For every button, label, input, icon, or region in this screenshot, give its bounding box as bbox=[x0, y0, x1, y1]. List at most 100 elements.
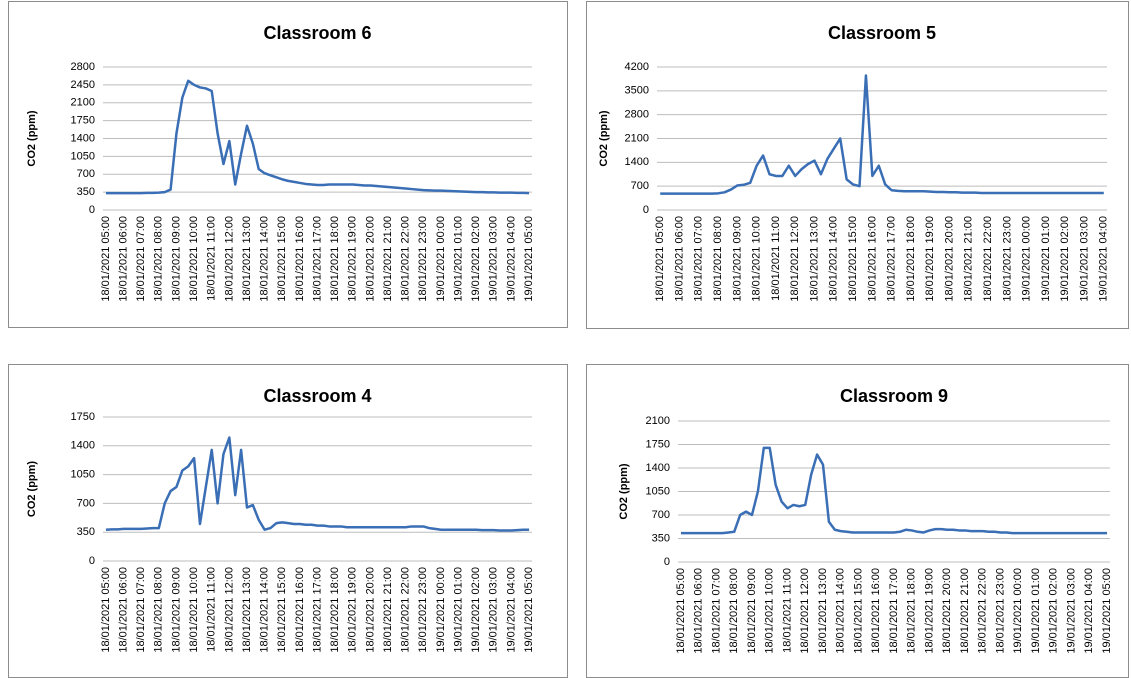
y-tick-label: 2100 bbox=[71, 97, 95, 109]
chart-title: Classroom 9 bbox=[840, 386, 948, 406]
x-tick-label: 18/01/2021 19:00 bbox=[347, 567, 359, 653]
x-tick-label: 18/01/2021 12:00 bbox=[223, 567, 235, 653]
x-tick-label: 18/01/2021 16:00 bbox=[866, 216, 878, 302]
line-series bbox=[105, 79, 530, 195]
x-tick-label: 18/01/2021 14:00 bbox=[259, 567, 271, 653]
x-tick-label: 18/01/2021 22:00 bbox=[400, 216, 412, 302]
x-tick-label: 18/01/2021 05:00 bbox=[100, 567, 112, 653]
x-tick-label: 18/01/2021 19:00 bbox=[923, 568, 935, 654]
y-tick-label: 700 bbox=[77, 497, 95, 509]
x-tick-label: 18/01/2021 07:00 bbox=[693, 216, 705, 302]
x-tick-label: 18/01/2021 23:00 bbox=[417, 567, 429, 653]
x-tick-label: 18/01/2021 19:00 bbox=[924, 216, 936, 302]
x-tick-label: 18/01/2021 11:00 bbox=[206, 216, 218, 301]
y-tick-label: 3500 bbox=[625, 85, 649, 97]
x-tick-label: 18/01/2021 08:00 bbox=[153, 216, 165, 302]
x-tick-label: 19/01/2021 03:00 bbox=[1065, 568, 1077, 654]
y-tick-label: 700 bbox=[631, 180, 649, 192]
x-tick-label: 18/01/2021 13:00 bbox=[241, 567, 253, 653]
x-tick-label: 18/01/2021 08:00 bbox=[712, 216, 724, 302]
x-tick-label: 18/01/2021 07:00 bbox=[135, 567, 147, 653]
x-tick-label: 19/01/2021 05:00 bbox=[523, 216, 535, 302]
x-tick-label: 18/01/2021 15:00 bbox=[852, 568, 864, 654]
y-tick-label: 1400 bbox=[71, 132, 95, 144]
x-tick-label: 18/01/2021 13:00 bbox=[241, 216, 253, 302]
x-tick-label: 19/01/2021 03:00 bbox=[1078, 216, 1090, 302]
x-tick-label: 18/01/2021 18:00 bbox=[329, 216, 341, 302]
x-tick-label: 18/01/2021 16:00 bbox=[870, 568, 882, 654]
x-tick-label: 18/01/2021 12:00 bbox=[799, 568, 811, 654]
x-tick-label: 18/01/2021 20:00 bbox=[364, 567, 376, 653]
y-axis-title: CO2 (ppm) bbox=[618, 463, 630, 520]
x-tick-label: 18/01/2021 16:00 bbox=[294, 567, 306, 653]
x-tick-label: 18/01/2021 07:00 bbox=[135, 216, 147, 302]
chart-panel: Classroom 4 CO2 (ppm) 0 350 700 1050 1400 1750 1… bbox=[8, 364, 568, 678]
x-tick-label: 18/01/2021 15:00 bbox=[276, 567, 288, 653]
y-tick-label: 1750 bbox=[646, 438, 670, 450]
x-tick-label: 19/01/2021 00:00 bbox=[1012, 568, 1024, 654]
x-tick-label: 19/01/2021 02:00 bbox=[1048, 568, 1060, 654]
x-tick-label: 18/01/2021 09:00 bbox=[731, 216, 743, 302]
chart-panel: Classroom 9 CO2 (ppm) 0 350 700 1050 1400 1750 2… bbox=[586, 364, 1129, 678]
y-tick-label: 0 bbox=[664, 556, 670, 568]
y-tick-label: 1750 bbox=[71, 115, 95, 127]
x-tick-label: 18/01/2021 06:00 bbox=[117, 216, 129, 302]
x-tick-label: 18/01/2021 21:00 bbox=[382, 567, 394, 653]
x-tick-label: 19/01/2021 02:00 bbox=[1059, 216, 1071, 302]
x-tick-label: 18/01/2021 18:00 bbox=[906, 568, 918, 654]
x-tick-label: 18/01/2021 21:00 bbox=[963, 216, 975, 302]
x-tick-label: 19/01/2021 04:00 bbox=[505, 216, 517, 302]
x-tick-label: 18/01/2021 09:00 bbox=[746, 568, 758, 654]
y-axis-title: CO2 (ppm) bbox=[598, 110, 610, 167]
x-tick-label: 19/01/2021 02:00 bbox=[470, 567, 482, 653]
x-tick-label: 18/01/2021 10:00 bbox=[764, 568, 776, 654]
x-tick-label: 18/01/2021 23:00 bbox=[994, 568, 1006, 654]
x-tick-label: 18/01/2021 23:00 bbox=[1001, 216, 1013, 302]
y-tick-label: 0 bbox=[89, 555, 95, 567]
x-tick-label: 18/01/2021 13:00 bbox=[817, 568, 829, 654]
x-tick-label: 18/01/2021 09:00 bbox=[170, 567, 182, 653]
y-tick-label: 1400 bbox=[71, 440, 95, 452]
x-tick-label: 18/01/2021 10:00 bbox=[188, 567, 200, 653]
panel-frame bbox=[586, 1, 1129, 329]
x-tick-label: 18/01/2021 22:00 bbox=[982, 216, 994, 302]
x-tick-label: 19/01/2021 03:00 bbox=[488, 567, 500, 653]
x-tick-label: 19/01/2021 05:00 bbox=[523, 567, 535, 653]
x-tick-label: 19/01/2021 04:00 bbox=[505, 567, 517, 653]
x-tick-label: 19/01/2021 01:00 bbox=[1030, 568, 1042, 654]
x-tick-label: 19/01/2021 00:00 bbox=[435, 216, 447, 302]
y-axis-title: CO2 (ppm) bbox=[26, 461, 38, 518]
x-tick-label: 18/01/2021 11:00 bbox=[206, 567, 218, 652]
x-tick-label: 18/01/2021 08:00 bbox=[153, 567, 165, 653]
x-tick-label: 18/01/2021 14:00 bbox=[259, 216, 271, 302]
x-tick-label: 19/01/2021 05:00 bbox=[1101, 568, 1113, 654]
x-tick-label: 18/01/2021 17:00 bbox=[311, 567, 323, 653]
y-tick-label: 2100 bbox=[646, 415, 670, 427]
x-tick-label: 18/01/2021 14:00 bbox=[835, 568, 847, 654]
x-tick-label: 18/01/2021 22:00 bbox=[400, 567, 412, 653]
x-tick-label: 18/01/2021 18:00 bbox=[329, 567, 341, 653]
chart-title: Classroom 4 bbox=[263, 386, 371, 406]
y-tick-label: 350 bbox=[652, 532, 670, 544]
x-tick-label: 18/01/2021 05:00 bbox=[100, 216, 112, 302]
y-tick-label: 350 bbox=[77, 526, 95, 538]
x-tick-label: 18/01/2021 17:00 bbox=[888, 568, 900, 654]
x-tick-label: 18/01/2021 21:00 bbox=[382, 216, 394, 302]
x-tick-label: 19/01/2021 04:00 bbox=[1098, 216, 1110, 302]
x-tick-label: 18/01/2021 15:00 bbox=[276, 216, 288, 302]
x-tick-label: 18/01/2021 12:00 bbox=[223, 216, 235, 302]
x-tick-label: 18/01/2021 20:00 bbox=[364, 216, 376, 302]
y-tick-label: 2800 bbox=[625, 109, 649, 121]
y-tick-label: 1050 bbox=[646, 485, 670, 497]
x-tick-label: 18/01/2021 20:00 bbox=[943, 216, 955, 302]
x-tick-label: 19/01/2021 00:00 bbox=[435, 567, 447, 653]
x-tick-label: 18/01/2021 15:00 bbox=[847, 216, 859, 302]
x-tick-label: 18/01/2021 16:00 bbox=[294, 216, 306, 302]
line-series bbox=[680, 446, 1108, 535]
x-tick-label: 19/01/2021 03:00 bbox=[488, 216, 500, 302]
x-tick-label: 18/01/2021 21:00 bbox=[959, 568, 971, 654]
panel-frame bbox=[586, 364, 1129, 678]
x-tick-label: 18/01/2021 08:00 bbox=[728, 568, 740, 654]
x-tick-label: 18/01/2021 06:00 bbox=[693, 568, 705, 654]
